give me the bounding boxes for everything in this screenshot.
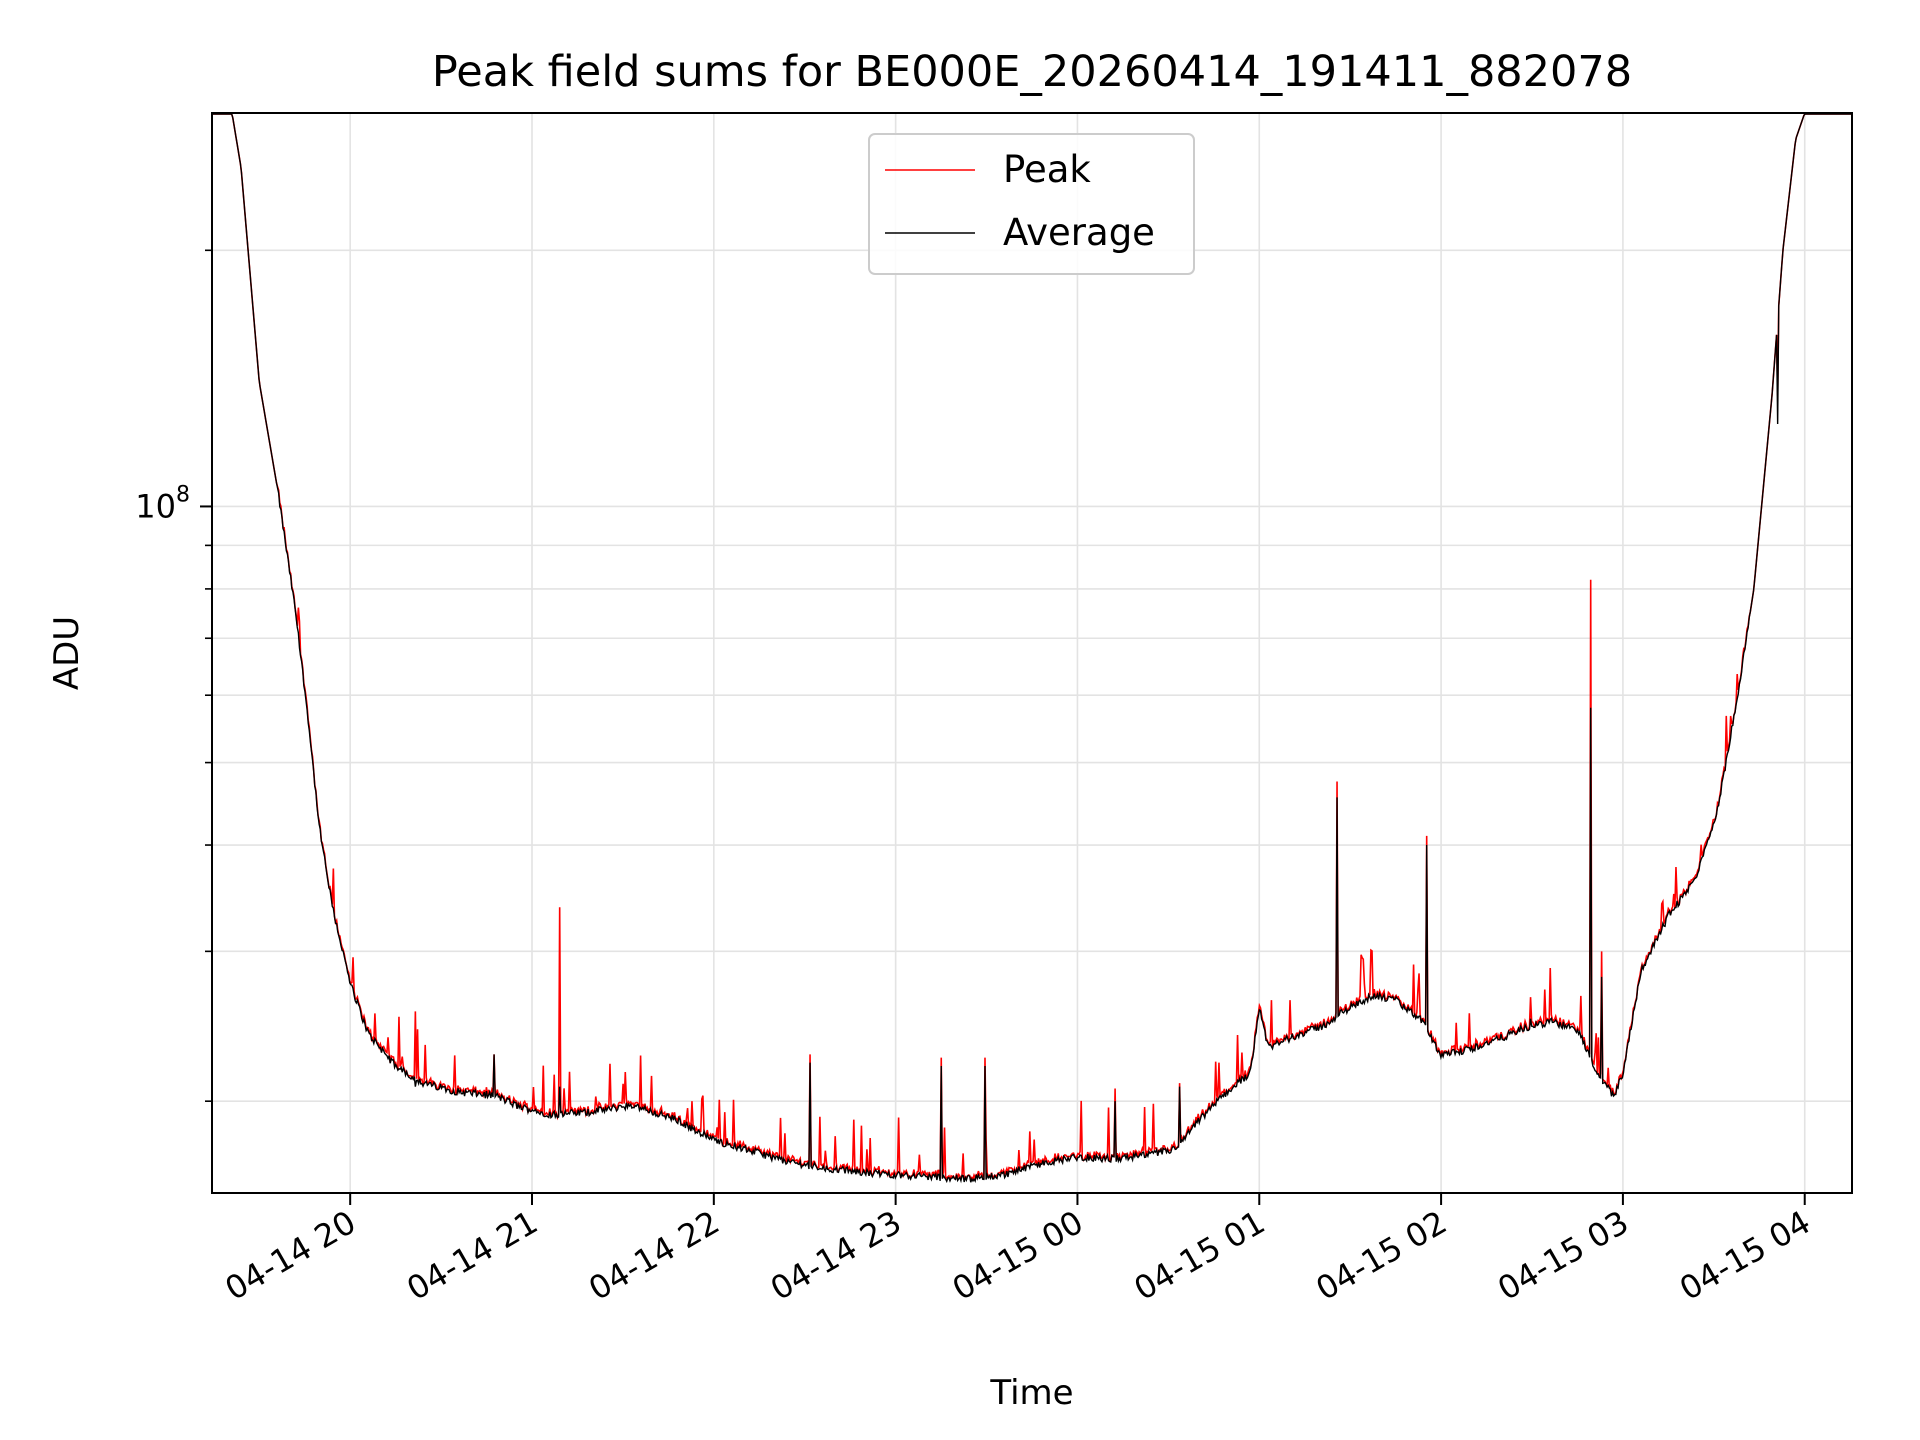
legend: Peak Average <box>868 133 1195 275</box>
y-axis-title: ADU <box>47 616 87 690</box>
x-tick-label: 04-14 21 <box>400 1203 544 1308</box>
x-tick-label: 04-15 00 <box>946 1203 1090 1308</box>
series-average-line <box>212 113 1852 1184</box>
x-tick-label: 04-15 01 <box>1128 1203 1272 1308</box>
y-tick-label: 108 <box>135 482 190 525</box>
x-tick-label: 04-15 04 <box>1673 1203 1817 1308</box>
x-tick-label: 04-14 22 <box>582 1203 726 1308</box>
chart-title: Peak field sums for BE000E_20260414_1914… <box>432 47 1632 97</box>
x-axis: 04-14 20 04-14 21 04-14 22 04-14 23 04-15 00… <box>219 1193 1817 1308</box>
x-tick-label: 04-14 20 <box>219 1203 363 1308</box>
legend-average-label: Average <box>1003 211 1155 254</box>
legend-peak-label: Peak <box>1003 148 1091 191</box>
series-layer <box>212 113 1852 1184</box>
y-axis: 108 <box>135 249 212 1102</box>
x-tick-label: 04-15 02 <box>1309 1203 1453 1308</box>
x-tick-label: 04-15 03 <box>1491 1203 1635 1308</box>
x-tick-label: 04-14 23 <box>764 1203 908 1308</box>
x-axis-title: Time <box>989 1373 1073 1413</box>
legend-box <box>868 133 1195 275</box>
plot-area-frame <box>211 112 1853 1194</box>
